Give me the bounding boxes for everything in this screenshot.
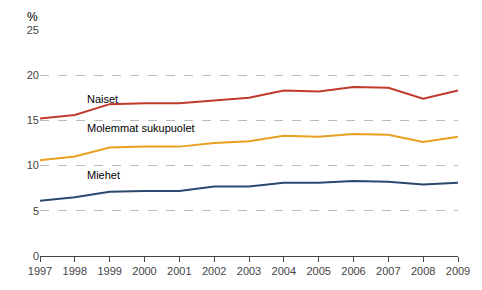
svg-text:2000: 2000 <box>132 265 156 277</box>
svg-text:2001: 2001 <box>167 265 191 277</box>
svg-text:2003: 2003 <box>237 265 261 277</box>
svg-text:2008: 2008 <box>411 265 435 277</box>
svg-text:20: 20 <box>27 69 39 81</box>
svg-text:2007: 2007 <box>376 265 400 277</box>
svg-text:%: % <box>27 10 38 24</box>
svg-text:2006: 2006 <box>341 265 365 277</box>
svg-text:2005: 2005 <box>306 265 330 277</box>
svg-text:1997: 1997 <box>28 265 52 277</box>
svg-text:2009: 2009 <box>446 265 470 277</box>
svg-text:15: 15 <box>27 114 39 126</box>
svg-text:1998: 1998 <box>63 265 87 277</box>
svg-text:2002: 2002 <box>202 265 226 277</box>
svg-text:10: 10 <box>27 159 39 171</box>
svg-text:1999: 1999 <box>97 265 121 277</box>
svg-text:Miehet: Miehet <box>87 169 120 181</box>
svg-text:Naiset: Naiset <box>87 93 118 105</box>
svg-text:0: 0 <box>33 250 39 262</box>
svg-text:Molemmat sukupuolet: Molemmat sukupuolet <box>87 122 195 134</box>
svg-text:25: 25 <box>27 24 39 36</box>
svg-text:5: 5 <box>33 205 39 217</box>
svg-text:2004: 2004 <box>272 265 296 277</box>
